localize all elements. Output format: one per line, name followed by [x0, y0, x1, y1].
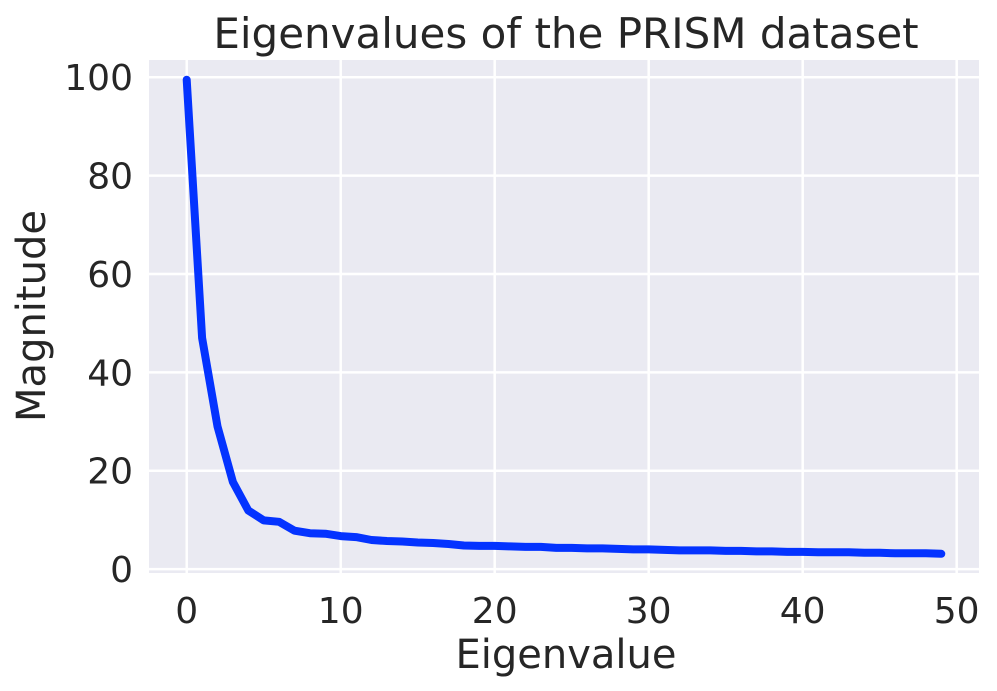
y-tick-label: 80 [87, 157, 133, 198]
y-tick-label: 100 [64, 58, 133, 99]
x-axis-label: Eigenvalue [456, 632, 677, 678]
series-line [182, 75, 946, 558]
chart-title: Eigenvalues of the PRISM dataset [213, 9, 918, 58]
x-tick-label: 0 [175, 591, 198, 632]
x-tick-label: 50 [934, 591, 980, 632]
x-tick-label: 20 [472, 591, 518, 632]
x-tick-label: 40 [780, 591, 826, 632]
x-tick-label: 10 [318, 591, 364, 632]
y-tick-label: 40 [87, 353, 133, 394]
y-tick-labels: 0 20 40 60 80 100 [64, 58, 133, 591]
x-tick-label: 30 [626, 591, 672, 632]
plot-area [149, 60, 979, 573]
y-axis-label: Magnitude [9, 210, 55, 422]
y-tick-label: 20 [87, 452, 133, 493]
y-tick-label: 0 [110, 550, 133, 591]
y-tick-label: 60 [87, 255, 133, 296]
series-layer [182, 75, 946, 558]
grid-lines [149, 60, 979, 573]
x-tick-labels: 0 10 20 30 40 50 [175, 591, 979, 632]
